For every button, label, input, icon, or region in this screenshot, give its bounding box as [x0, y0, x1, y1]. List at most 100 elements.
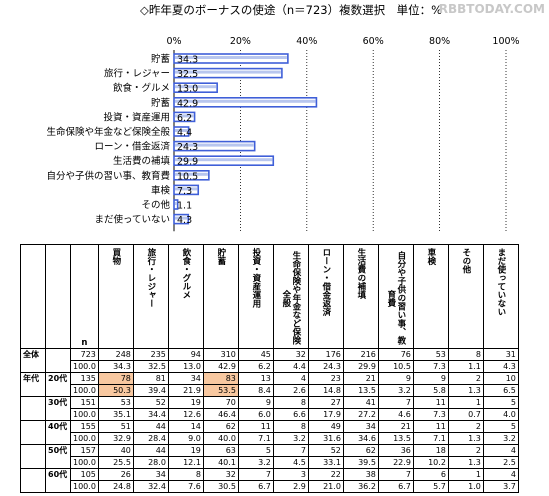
- row-group-label: [20, 420, 46, 445]
- row-segment-label: 30代: [45, 396, 71, 421]
- count-cell: 9: [237, 396, 274, 409]
- column-header-label: その他: [460, 248, 471, 274]
- percent-cell: 5.7: [412, 480, 449, 493]
- percent-cell: 25.5: [97, 456, 134, 469]
- percent-cell: 7.3: [412, 360, 449, 373]
- count-cell: 2: [447, 372, 484, 385]
- count-cell: 248: [97, 348, 134, 361]
- column-header: 貯蓄: [202, 244, 239, 349]
- count-cell: 11: [412, 420, 449, 433]
- count-cell: 94: [167, 348, 204, 361]
- table-row-count: 年代 20代 135 78 81 34 83 13 4 23 21 9 9 2 10: [20, 372, 519, 397]
- count-cell: 18: [412, 444, 449, 457]
- table-row-count: 60代 105 26 34 8 32 7 3 22 38 7 6 1 4: [20, 468, 519, 493]
- row-segment-label: 40代: [45, 420, 71, 445]
- x-tick-label: 20%: [230, 36, 251, 47]
- percent-cell: 17.9: [307, 408, 344, 421]
- count-cell: 7: [377, 468, 414, 481]
- percent-cell: 6.5: [482, 384, 519, 397]
- count-cell: 5: [482, 396, 519, 409]
- category-label: 投資・資産運用: [103, 111, 170, 123]
- percent-cell: 6.2: [237, 360, 274, 373]
- percent-cell: 24.8: [97, 480, 134, 493]
- count-cell: 7: [237, 468, 274, 481]
- count-cell: 44: [132, 420, 169, 433]
- count-cell: 176: [307, 348, 344, 361]
- column-header-label: 生命保険や年金など保険全般: [280, 251, 301, 345]
- count-cell: 32: [202, 468, 239, 481]
- count-cell: 3: [272, 468, 309, 481]
- bar-chart: 0% 20% 40% 60% 80% 100% 貯蓄 34.3 旅行・レジャー 32.5 飲食・グル…: [46, 36, 520, 232]
- count-cell: 21: [342, 372, 379, 385]
- bar-value-label: 4.4: [177, 128, 192, 139]
- table-header-row: n 買物 旅行・レジャー 飲食・グルメ 貯蓄 投資・資産運用 生命保険や年金など保険全般 ロー…: [20, 244, 519, 349]
- percent-cell: 30.5: [202, 480, 239, 493]
- category-label: 生命保険や年金など保険全般: [46, 126, 170, 138]
- count-cell: 13: [237, 372, 274, 385]
- bar-value-label: 34.3: [177, 55, 198, 66]
- column-header: その他: [447, 244, 484, 349]
- percent-cell: 28.0: [132, 456, 169, 469]
- row-group-label: 年代: [20, 372, 46, 397]
- percent-cell: 34.4: [132, 408, 169, 421]
- row-n: 105: [70, 468, 99, 481]
- row-n: 723: [70, 348, 99, 361]
- column-header: 投資・資産運用: [237, 244, 274, 349]
- column-header-label: 車検: [425, 248, 436, 265]
- column-header: まだ使っていない: [482, 244, 519, 349]
- percent-cell: 34.3: [97, 360, 134, 373]
- column-header-label: 貯蓄: [215, 248, 226, 265]
- percent-cell: 24.3: [307, 360, 344, 373]
- column-header: 生活費の補填: [342, 244, 379, 349]
- count-cell: 62: [342, 444, 379, 457]
- row-n: 135: [70, 372, 99, 385]
- column-header: 買物: [97, 244, 134, 349]
- column-header-label: 自分や子供の習い事、教育費: [385, 251, 406, 345]
- percent-cell: 21.9: [167, 384, 204, 397]
- row-group-label: [20, 468, 46, 493]
- count-cell: 44: [132, 444, 169, 457]
- percent-cell: 21.0: [307, 480, 344, 493]
- bar-value-label: 32.5: [177, 69, 198, 80]
- column-header-label: まだ使っていない: [495, 248, 506, 316]
- count-cell: 53: [97, 396, 134, 409]
- count-cell: 52: [132, 396, 169, 409]
- percent-cell: 36.2: [342, 480, 379, 493]
- percent-cell: 3.2: [272, 432, 309, 445]
- count-cell: 9: [412, 372, 449, 385]
- percent-cell: 2.6: [272, 384, 309, 397]
- table-row-percent: 100.0 25.5 28.0 12.1 40.1 3.2 4.5 33.1 39.5 22.9 1…: [21, 456, 519, 469]
- category-label: 貯蓄: [151, 53, 170, 65]
- percent-cell: 3.2: [377, 384, 414, 397]
- row-pct-total: 100.0: [70, 456, 99, 469]
- percent-cell: 53.5: [202, 384, 239, 397]
- table-row-percent: 100.0 50.3 39.4 21.9 53.5 8.4 2.6 14.8 13.5 3.2 5.…: [21, 384, 519, 397]
- count-cell: 34: [132, 468, 169, 481]
- percent-cell: 13.0: [167, 360, 204, 373]
- n-label: n: [81, 338, 88, 348]
- count-cell: 49: [307, 420, 344, 433]
- percent-cell: 1.3: [447, 384, 484, 397]
- percent-cell: 6.7: [377, 480, 414, 493]
- row-group-label: [20, 396, 46, 421]
- x-tick-label: 60%: [363, 36, 384, 47]
- percent-cell: 3.2: [237, 456, 274, 469]
- category-label: 生活費の補填: [113, 155, 171, 167]
- percent-cell: 29.9: [342, 360, 379, 373]
- count-cell: 6: [412, 468, 449, 481]
- row-n: 155: [70, 420, 99, 433]
- count-cell: 83: [202, 372, 239, 385]
- percent-cell: 32.5: [132, 360, 169, 373]
- row-n: 151: [70, 396, 99, 409]
- bar-shine: [175, 202, 177, 205]
- percent-cell: 12.1: [167, 456, 204, 469]
- percent-cell: 27.2: [342, 408, 379, 421]
- table-row-percent: 100.0 24.8 32.4 7.6 30.5 6.7 2.9 21.0 36.2 6.7 5.7…: [21, 480, 519, 493]
- row-segment-label: 50代: [45, 444, 71, 469]
- count-cell: 10: [482, 372, 519, 385]
- category-label: 旅行・レジャー: [104, 68, 170, 80]
- data-table: n 買物 旅行・レジャー 飲食・グルメ 貯蓄 投資・資産運用 生命保険や年金など保険全般 ロー…: [20, 244, 519, 493]
- count-cell: 51: [97, 420, 134, 433]
- count-cell: 2: [447, 444, 484, 457]
- percent-cell: 4.5: [272, 456, 309, 469]
